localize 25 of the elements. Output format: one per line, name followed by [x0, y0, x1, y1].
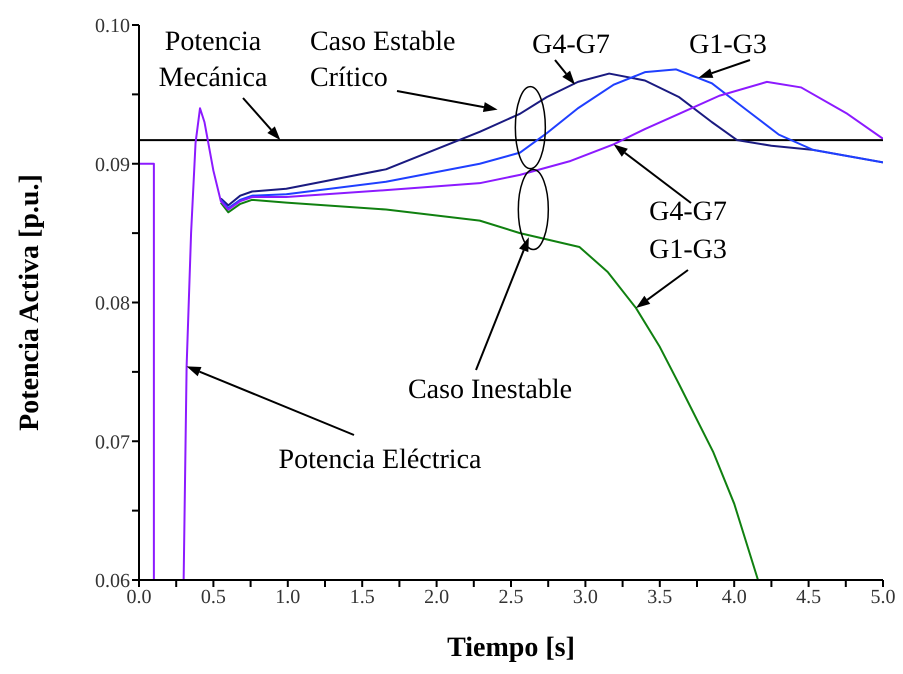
x-tick-label: 2.0	[424, 586, 450, 608]
y-axis-title: Potencia Activa [p.u.]	[14, 174, 45, 431]
x-tick-label: 3.0	[572, 586, 598, 608]
annotation: G1-G3	[649, 234, 727, 265]
annotation: G4-G7	[532, 29, 610, 60]
x-tick-label: 1.5	[350, 586, 375, 608]
annotation: G4-G7	[649, 196, 727, 227]
y-tick-label: 0.07	[95, 431, 130, 454]
x-tick-label: 5.0	[870, 586, 896, 608]
annotation: Potencia Eléctrica	[278, 444, 482, 475]
x-tick-label: 0.5	[200, 586, 226, 608]
x-axis-title: Tiempo [s]	[447, 632, 575, 663]
annotation: Caso Inestable	[408, 374, 572, 405]
y-tick-label: 0.08	[95, 292, 130, 315]
x-tick-label: 2.5	[498, 586, 524, 608]
annotation: G1-G3	[689, 29, 767, 60]
x-tick-label: 4.0	[722, 586, 747, 608]
x-tick-label: 0.0	[126, 586, 152, 608]
x-tick-label: 3.5	[647, 586, 672, 608]
annotation: Potencia Mecánica	[158, 26, 268, 93]
y-tick-label: 0.10	[95, 15, 130, 38]
x-tick-label: 1.0	[275, 586, 300, 608]
annotation: Caso Estable Crítico	[310, 26, 456, 93]
x-tick-label: 4.5	[796, 586, 822, 608]
y-tick-label: 0.09	[95, 154, 130, 176]
